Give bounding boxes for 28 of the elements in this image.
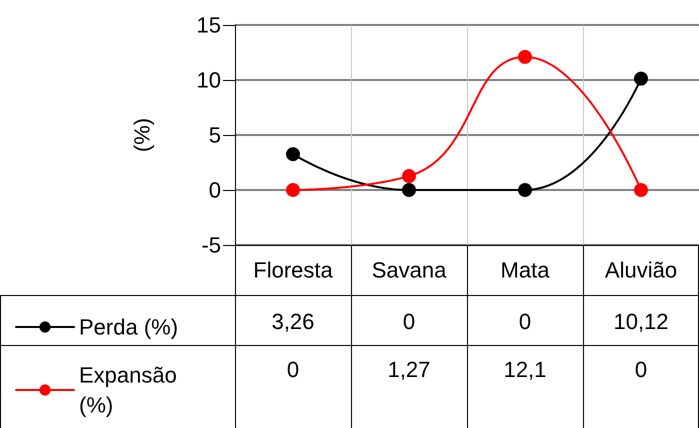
y-tick-label: 0 bbox=[208, 178, 221, 202]
data-label: 0 bbox=[634, 357, 648, 383]
y-axis-title: (%) bbox=[130, 118, 154, 152]
legend-label: Expansão (%) bbox=[79, 362, 183, 418]
data-label: 3,26 bbox=[272, 309, 314, 335]
point bbox=[286, 147, 300, 162]
x-tick-label: Aluvião bbox=[604, 258, 678, 282]
point bbox=[634, 72, 648, 86]
point bbox=[286, 183, 300, 197]
y-tick-label: 5 bbox=[208, 122, 221, 148]
x-tick-label: Floresta bbox=[253, 258, 334, 282]
point bbox=[402, 183, 416, 197]
legend-label: Perda (%) bbox=[79, 314, 178, 340]
data-label: 12,1 bbox=[504, 357, 546, 383]
x-tick-label: Savana bbox=[372, 258, 448, 282]
data-label: 1,27 bbox=[388, 357, 430, 383]
data-label: 0 bbox=[518, 309, 532, 335]
data-label: 10,12 bbox=[613, 309, 669, 335]
y-tick-label: -5 bbox=[201, 232, 221, 258]
y-tick-label: 10 bbox=[196, 68, 221, 92]
x-tick-label: Mata bbox=[500, 258, 550, 282]
data-label: 0 bbox=[286, 357, 300, 383]
point bbox=[518, 183, 532, 197]
point bbox=[402, 169, 416, 184]
y-tick-label: 15 bbox=[196, 12, 221, 38]
point bbox=[518, 50, 532, 64]
point bbox=[634, 183, 648, 197]
data-label: 0 bbox=[402, 309, 416, 335]
